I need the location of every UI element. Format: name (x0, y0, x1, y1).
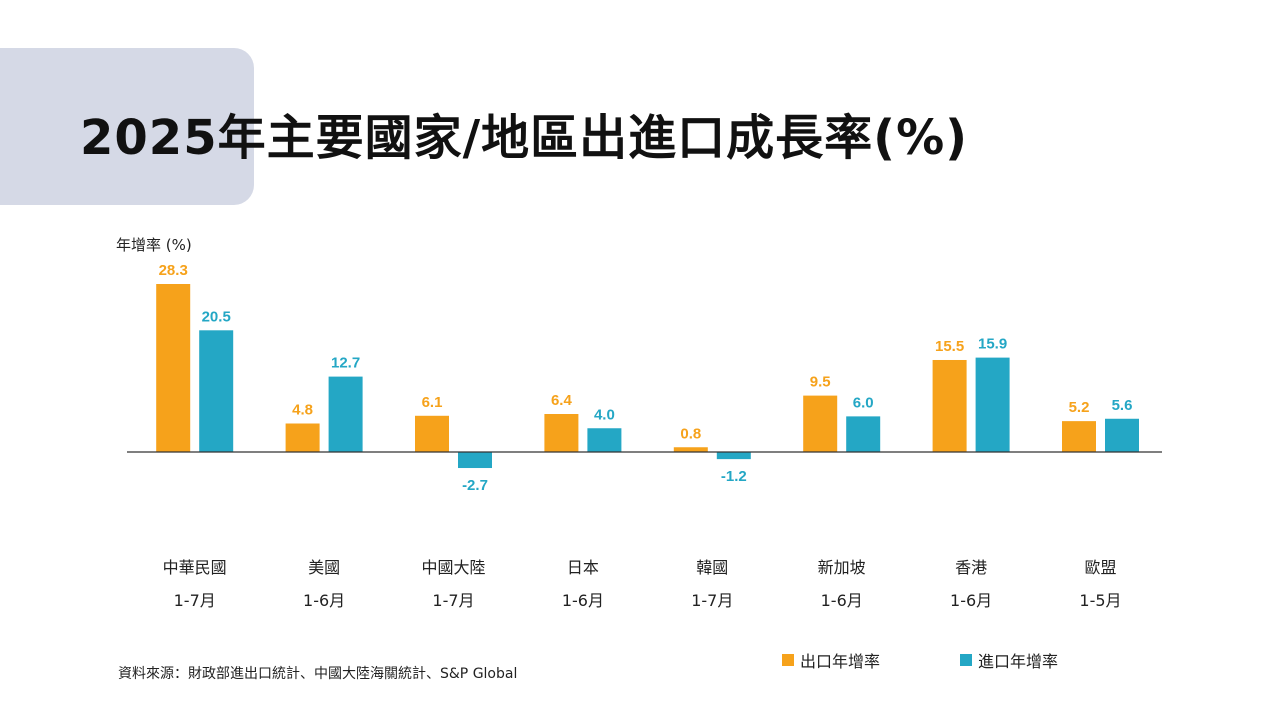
export-bar-5 (803, 395, 838, 452)
legend-label-import: 進口年增率 (978, 652, 1059, 671)
category-label-4: 韓國 (696, 558, 729, 577)
export-value-label-3: 6.4 (551, 392, 573, 409)
export-value-label-2: 6.1 (422, 394, 443, 411)
import-bar-6 (975, 357, 1010, 452)
export-bar-4 (673, 447, 708, 452)
period-label-4: 1-7月 (691, 591, 734, 610)
legend-item-import: 進口年增率 (960, 648, 1058, 672)
export-bar-1 (285, 423, 320, 452)
export-bar-7 (1062, 421, 1096, 452)
category-label-3: 日本 (566, 558, 599, 577)
import-value-label-1: 12.7 (331, 355, 360, 372)
category-label-1: 美國 (308, 558, 341, 577)
period-label-5: 1-6月 (820, 591, 863, 610)
import-value-label-2: -2.7 (462, 477, 488, 494)
period-label-1: 1-6月 (303, 591, 346, 610)
y-axis-label: 年增率 (%) (116, 236, 192, 254)
import-value-label-7: 5.6 (1112, 397, 1133, 414)
category-label-5: 新加坡 (817, 558, 866, 577)
legend-item-export: 出口年增率 (782, 648, 880, 672)
import-bar-3 (587, 428, 622, 452)
title-background (0, 48, 254, 205)
legend-label-export: 出口年增率 (800, 652, 881, 671)
export-bar-0 (156, 284, 191, 452)
import-bar-5 (846, 416, 881, 452)
import-bar-7 (1105, 418, 1139, 452)
export-value-label-4: 0.8 (680, 425, 701, 442)
page-title: 2025年主要國家/地區出進口成長率(%) (80, 110, 969, 166)
export-value-label-6: 15.5 (935, 338, 964, 355)
import-bar-2 (458, 452, 492, 469)
import-value-label-4: -1.2 (721, 468, 747, 485)
period-label-6: 1-6月 (950, 591, 993, 610)
export-value-label-0: 28.3 (159, 262, 188, 279)
period-label-2: 1-7月 (432, 591, 475, 610)
period-label-7: 1-5月 (1079, 591, 1122, 610)
export-value-label-5: 9.5 (810, 374, 831, 391)
legend-swatch-import (960, 654, 972, 666)
export-bar-2 (415, 415, 449, 452)
legend-swatch-export (782, 654, 794, 666)
category-label-2: 中國大陸 (421, 558, 486, 577)
period-label-0: 1-7月 (173, 591, 216, 610)
export-value-label-7: 5.2 (1069, 399, 1090, 416)
category-label-6: 香港 (955, 558, 988, 577)
import-value-label-3: 4.0 (594, 406, 615, 423)
import-bar-1 (328, 376, 363, 452)
period-label-3: 1-6月 (561, 591, 604, 610)
category-label-7: 歐盟 (1084, 558, 1117, 577)
export-value-label-1: 4.8 (292, 402, 313, 419)
export-bar-6 (932, 359, 967, 452)
import-value-label-6: 15.9 (978, 336, 1007, 353)
import-bar-4 (716, 452, 751, 460)
import-bar-0 (199, 330, 234, 452)
export-bar-3 (544, 414, 579, 452)
import-value-label-5: 6.0 (853, 394, 874, 411)
import-value-label-0: 20.5 (202, 308, 231, 325)
source-note: 資料來源：財政部進出口統計、中國大陸海關統計、S&P Global (118, 666, 518, 682)
category-label-0: 中華民國 (162, 558, 227, 577)
